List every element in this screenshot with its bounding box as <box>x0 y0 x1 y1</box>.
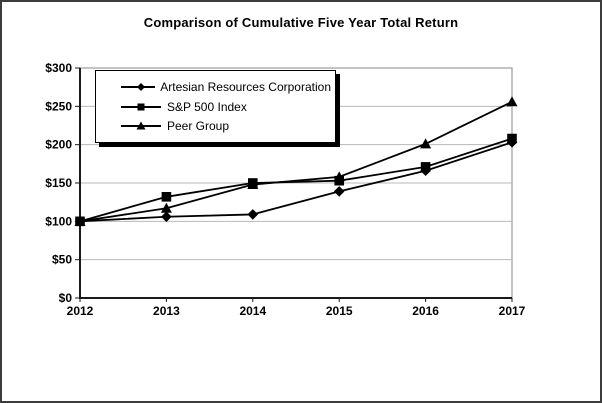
y-axis-label: $50 <box>52 253 72 267</box>
x-axis-label: 2015 <box>326 304 353 318</box>
diamond-glyph <box>137 82 145 91</box>
legend-item-artesian: Artesian Resources Corporation <box>120 80 331 94</box>
x-axis-label: 2014 <box>239 304 266 318</box>
y-axis-label: $100 <box>45 214 72 228</box>
legend: Artesian Resources Corporation S&P 500 I… <box>95 70 336 143</box>
series-1-marker-3 <box>334 175 344 186</box>
series-line-2 <box>79 100 513 223</box>
square-marker-icon <box>121 103 161 110</box>
y-axis-label: $0 <box>59 291 73 305</box>
x-axis-label: 2012 <box>67 304 94 318</box>
y-axis-label: $250 <box>45 99 72 113</box>
series-2-marker-5 <box>506 96 518 107</box>
series-2-marker-1 <box>160 202 172 213</box>
series-1-marker-2 <box>248 178 258 188</box>
series-0-marker-1 <box>161 211 172 223</box>
legend-item-peer-group: Peer Group <box>120 119 331 133</box>
series-1-marker-5 <box>507 133 517 144</box>
triangle-marker-icon <box>121 121 161 130</box>
x-axis-label: 2016 <box>412 304 439 318</box>
legend-label-peer-group: Peer Group <box>167 119 230 134</box>
y-axis-label: $200 <box>45 138 72 152</box>
legend-label-sp500: S&P 500 Index <box>167 99 247 114</box>
y-axis-label: $150 <box>45 176 72 190</box>
y-axis-label: $300 <box>45 61 72 75</box>
x-axis-label: 2017 <box>499 304 526 318</box>
legend-label-artesian: Artesian Resources Corporation <box>160 79 331 94</box>
series-0-marker-3 <box>333 186 345 197</box>
legend-item-sp500: S&P 500 Index <box>120 100 331 114</box>
x-axis-label: 2013 <box>153 304 180 318</box>
series-0-marker-2 <box>247 209 259 220</box>
series-line-1 <box>79 137 513 223</box>
series-2-marker-4 <box>420 138 432 149</box>
series-1-marker-0 <box>75 216 85 227</box>
triangle-glyph <box>136 121 146 130</box>
diamond-marker-icon <box>121 82 156 91</box>
series-1-marker-4 <box>420 162 431 172</box>
square-glyph <box>137 103 145 110</box>
series-1-marker-1 <box>161 192 172 202</box>
chart-title: Comparison of Cumulative Five Year Total… <box>143 15 459 30</box>
series-line-0 <box>79 141 513 223</box>
